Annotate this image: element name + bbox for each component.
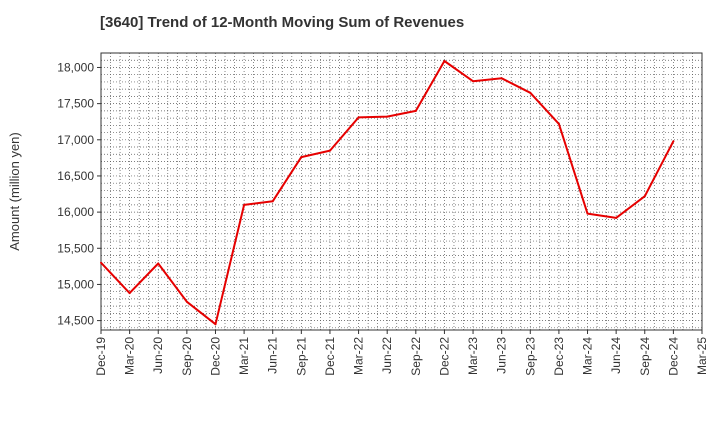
y-axis-title: Amount (million yen) (7, 132, 22, 251)
x-tick-label: Sep-24 (638, 337, 652, 376)
x-tick-label: Dec-24 (666, 337, 680, 376)
plot-area-frame (100, 52, 703, 331)
y-tick-label: 15,500 (57, 241, 94, 255)
y-tick-label: 14,500 (57, 314, 94, 328)
x-tick-label: Mar-22 (352, 337, 366, 375)
data-point (472, 80, 475, 83)
x-tick-label: Jun-23 (495, 337, 509, 374)
x-tick-label: Sep-20 (180, 337, 194, 376)
x-tick-label: Jun-22 (380, 337, 394, 374)
data-point (529, 91, 532, 94)
data-point (414, 109, 417, 112)
data-point (672, 140, 675, 143)
x-tick-label: Mar-21 (237, 337, 251, 375)
x-tick-label: Dec-20 (208, 337, 222, 376)
x-tick-label: Mar-20 (123, 337, 137, 375)
data-point (557, 122, 560, 125)
x-tick-label: Mar-23 (466, 337, 480, 375)
y-tick-label: 17,500 (57, 97, 94, 111)
y-tick-label: 17,000 (57, 133, 94, 147)
x-tick-label: Mar-24 (581, 337, 595, 375)
x-tick-label: Dec-23 (552, 337, 566, 376)
data-point (243, 203, 246, 206)
data-point (300, 156, 303, 159)
x-tick-label: Jun-21 (266, 337, 280, 374)
data-point (357, 116, 360, 119)
x-tick-label: Dec-22 (437, 337, 451, 376)
grid-lines (100, 52, 703, 330)
data-point (643, 195, 646, 198)
data-point (214, 323, 217, 326)
x-tick-label: Dec-19 (94, 337, 108, 376)
data-point (128, 292, 131, 295)
chart-title: [3640] Trend of 12-Month Moving Sum of R… (100, 14, 465, 31)
x-tick-label: Jun-20 (151, 337, 165, 374)
y-tick-label: 15,000 (57, 277, 94, 291)
x-tick-label: Mar-25 (695, 337, 709, 375)
data-point (615, 216, 618, 219)
y-tick-label: 16,000 (57, 205, 94, 219)
x-tick-label: Sep-23 (523, 337, 537, 376)
x-tick-label: Sep-21 (294, 337, 308, 376)
x-tick-label: Jun-24 (609, 337, 623, 374)
x-tick-label: Sep-22 (409, 337, 423, 376)
data-point (586, 212, 589, 215)
x-tick-label: Dec-21 (323, 337, 337, 376)
y-axis-ticks: 14,500 15,000 15,500 16,000 16,500 17,000 17,5… (57, 60, 101, 328)
data-point (386, 115, 389, 118)
series-lines (100, 59, 675, 326)
data-point (328, 149, 331, 152)
y-tick-label: 16,500 (57, 169, 94, 183)
data-point (185, 300, 188, 303)
data-point (157, 262, 160, 265)
y-tick-label: 18,000 (57, 60, 94, 74)
data-point (500, 77, 503, 80)
data-point (443, 59, 446, 62)
x-axis-ticks: Dec-19 Mar-20 Jun-20 Sep-20 Dec-20 Mar-21 Jun-… (94, 330, 709, 376)
data-point (271, 200, 274, 203)
data-point (100, 261, 102, 264)
